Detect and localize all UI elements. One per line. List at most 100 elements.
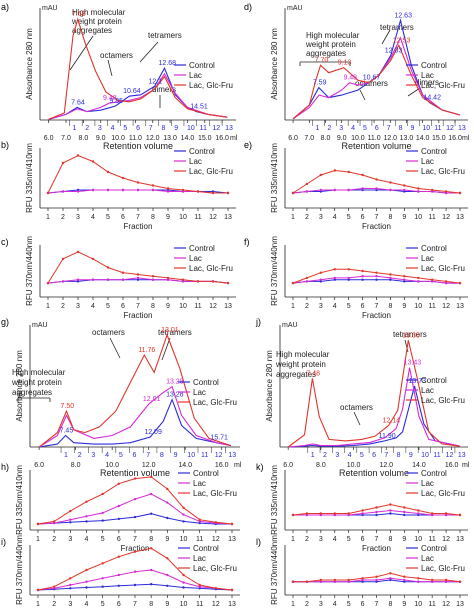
fraction-label-g-10: 11 <box>201 452 208 459</box>
y-axis-label-f: RFU 370nm/440nm <box>270 236 279 306</box>
point-e-2-9 <box>417 187 420 190</box>
point-c-1-9 <box>181 280 185 283</box>
x-tick-label-b-11: 12 <box>209 214 217 221</box>
legend-entry-l-2: Lac, Glc-Fru <box>421 564 465 573</box>
x-tick-label-l-3: 4 <box>333 601 337 608</box>
x-tick-label-c-2: 3 <box>76 303 80 310</box>
point-l-0-7 <box>389 578 392 582</box>
x-tick-label-k-3: 4 <box>333 536 337 543</box>
point-c-2-12 <box>226 281 230 285</box>
fraction-label-d-8: 9 <box>411 125 415 132</box>
x-tick-label-l-12: 13 <box>456 601 464 608</box>
y-axis-label-k: RFU 335nm/410nm <box>270 465 279 535</box>
point-e-2-0 <box>291 191 295 195</box>
fraction-label-d-6: 7 <box>387 125 391 132</box>
x-tick-label-i-7: 8 <box>149 601 153 608</box>
point-f-0-5 <box>361 278 364 281</box>
point-e-2-1 <box>305 182 309 186</box>
point-c-1-6 <box>136 276 140 280</box>
point-l-1-10 <box>431 580 434 583</box>
point-h-1-9 <box>182 513 185 516</box>
fraction-label-g-6: 7 <box>146 452 150 459</box>
point-b-1-7 <box>151 188 155 192</box>
point-f-2-9 <box>417 276 420 280</box>
point-i-1-10 <box>198 585 201 588</box>
x-tick-label-d-6: 12.0 <box>383 135 397 142</box>
point-b-2-2 <box>76 154 80 157</box>
legend-entry-f-2: Lac, Glc-Fru <box>421 264 465 273</box>
fraction-label-g-1: 2 <box>78 452 82 459</box>
point-f-1-10 <box>431 280 434 283</box>
fraction-label-g-4: 5 <box>119 452 123 459</box>
point-f-2-6 <box>375 271 378 274</box>
point-f-0-7 <box>389 278 392 281</box>
point-i-1-4 <box>101 577 104 580</box>
point-f-2-4 <box>347 268 350 271</box>
peak-label-g-7: 13.28 <box>166 379 184 386</box>
fraction-label-a-8: 9 <box>174 125 178 132</box>
point-k-2-0 <box>291 513 295 517</box>
point-h-2-10 <box>198 518 201 521</box>
panel-label-g: g) <box>1 317 9 327</box>
x-tick-label-h-3: 4 <box>85 536 89 543</box>
chart-i: RFU 370nm/440nm12345678910111213Fraction… <box>15 535 240 608</box>
point-k-2-1 <box>305 512 309 515</box>
x-tick-label-f-0: 1 <box>291 303 295 310</box>
fraction-label-a-4: 5 <box>123 125 127 132</box>
fraction-label-g-12: 13 <box>228 452 236 459</box>
x-tick-label-e-5: 6 <box>361 214 365 221</box>
point-i-1-9 <box>182 581 185 584</box>
point-i-1-2 <box>69 583 72 587</box>
point-h-2-5 <box>117 482 121 485</box>
peak-label-g-3: 12.01 <box>143 396 161 403</box>
point-e-2-10 <box>431 188 434 192</box>
point-i-2-8 <box>166 557 169 560</box>
x-axis-label-b: Fraction <box>124 222 153 231</box>
point-c-1-2 <box>76 278 80 281</box>
x-tick-label-b-0: 1 <box>46 214 50 221</box>
point-f-2-12 <box>458 281 462 285</box>
point-h-0-4 <box>101 519 104 522</box>
x-tick-label-b-2: 3 <box>76 214 80 221</box>
point-f-2-0 <box>291 281 295 285</box>
point-e-2-6 <box>375 178 378 181</box>
point-i-1-5 <box>117 573 121 577</box>
fraction-label-a-10: 11 <box>200 125 207 132</box>
x-tick-label-f-10: 11 <box>429 303 436 310</box>
point-k-0-6 <box>375 513 378 517</box>
legend-entry-e-0: Control <box>421 147 447 156</box>
x-tick-label-d-5: 11.0 <box>368 135 381 142</box>
x-tick-label-c-1: 2 <box>61 303 65 310</box>
x-axis-label-a: Retention volume <box>103 141 173 151</box>
label-octamers-g: octamers <box>92 328 125 337</box>
point-l-1-11 <box>444 580 448 583</box>
series-line-a-1 <box>48 72 228 120</box>
x-axis-label-c: Fraction <box>124 311 153 320</box>
x-tick-label-c-12: 13 <box>224 303 232 310</box>
label-hmw-g-1: High molecular <box>12 368 66 377</box>
point-l-2-0 <box>291 580 295 583</box>
point-b-1-8 <box>166 190 170 193</box>
fraction-label-g-3: 4 <box>105 452 109 459</box>
x-tick-label-k-10: 11 <box>429 536 436 543</box>
label-hmw-j-2: weight protein <box>275 360 326 369</box>
legend-entry-j-1: Lac <box>421 386 434 395</box>
point-i-2-7 <box>150 547 153 550</box>
label-octamers-a: octamers <box>100 51 133 60</box>
x-tick-label-h-7: 8 <box>149 536 153 543</box>
x-tick-label-h-1: 2 <box>52 536 56 543</box>
fraction-label-d-7: 8 <box>399 125 403 132</box>
peak-label-a-2: 9.48 <box>103 95 117 102</box>
point-b-2-6 <box>136 181 140 184</box>
legend-entry-e-1: Lac <box>421 157 434 166</box>
x-tick-label-c-5: 6 <box>121 303 125 310</box>
series-line-g-1 <box>38 385 232 448</box>
point-i-2-9 <box>182 573 185 577</box>
x-tick-label-i-9: 10 <box>180 601 188 608</box>
series-line-h-0 <box>37 513 232 525</box>
legend-entry-c-2: Lac, Glc-Fru <box>189 264 233 273</box>
point-k-2-10 <box>431 512 434 515</box>
x-tick-label-l-5: 6 <box>361 601 365 608</box>
legend-entry-h-1: Lac <box>193 479 206 488</box>
